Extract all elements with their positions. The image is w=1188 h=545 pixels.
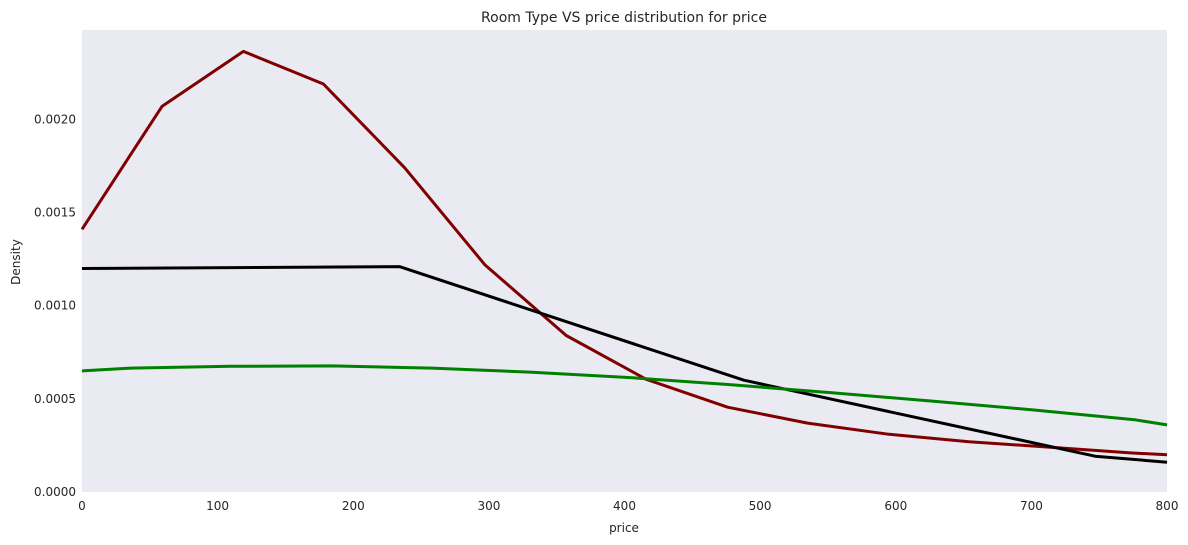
x-tick-label: 800 [1156, 499, 1179, 513]
y-axis-ticks: 0.0000 0.0005 0.0010 0.0015 0.0020 [34, 112, 76, 499]
y-tick-label: 0.0010 [34, 299, 76, 313]
x-tick-label: 400 [613, 499, 636, 513]
series-line-1 [81, 265, 1168, 464]
x-axis-ticks: 0 100 200 300 400 500 600 700 800 [78, 499, 1178, 513]
y-tick-label: 0.0005 [34, 392, 76, 406]
x-tick-label: 700 [1020, 499, 1043, 513]
series-lines [80, 49, 1168, 464]
y-axis-label: Density [9, 239, 23, 285]
y-tick-label: 0.0015 [34, 206, 76, 220]
x-tick-label: 200 [342, 499, 365, 513]
x-axis-label: price [609, 521, 639, 535]
series-line-2 [81, 364, 1168, 427]
y-tick-label: 0.0020 [34, 112, 76, 126]
y-tick-label: 0.0000 [34, 485, 76, 499]
x-tick-label: 100 [206, 499, 229, 513]
x-tick-label: 600 [884, 499, 907, 513]
x-tick-label: 300 [477, 499, 500, 513]
x-tick-label: 500 [749, 499, 772, 513]
plot-area [82, 30, 1167, 492]
chart-title: Room Type VS price distribution for pric… [481, 10, 767, 26]
x-tick-label: 0 [78, 499, 86, 513]
